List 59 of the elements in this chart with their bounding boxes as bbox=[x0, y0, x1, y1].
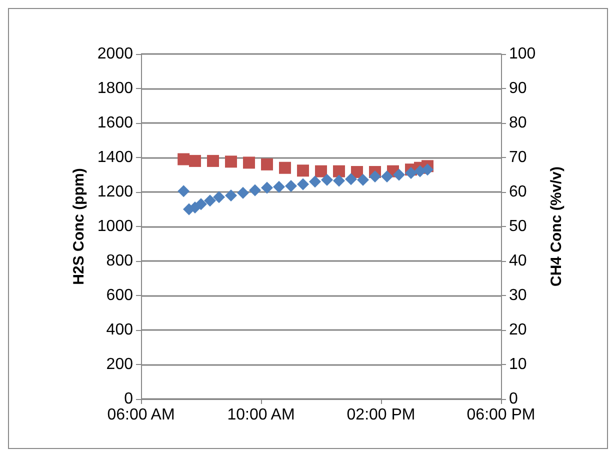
point bbox=[381, 170, 393, 182]
point bbox=[357, 174, 369, 186]
point bbox=[189, 154, 201, 167]
point bbox=[315, 165, 327, 178]
point bbox=[178, 153, 190, 166]
x-tick-label: 06:00 PM bbox=[466, 406, 536, 424]
point bbox=[204, 194, 216, 207]
y-tick-label: 0 bbox=[124, 390, 134, 408]
x-tick-label: 10:00 AM bbox=[227, 406, 295, 424]
point bbox=[249, 184, 261, 196]
y-tick-label: 1400 bbox=[97, 149, 134, 166]
point bbox=[279, 162, 291, 174]
point bbox=[178, 185, 190, 198]
y2-tick-label: 70 bbox=[509, 149, 527, 166]
y2-tick-label: 50 bbox=[509, 218, 527, 235]
point bbox=[345, 173, 357, 186]
point bbox=[261, 158, 273, 170]
point bbox=[225, 189, 237, 202]
y2-tick-label: 60 bbox=[509, 184, 527, 200]
point bbox=[333, 174, 345, 187]
point bbox=[309, 176, 321, 188]
y-tick-label: 400 bbox=[106, 322, 134, 338]
point bbox=[225, 156, 237, 168]
y-tick-label: 1000 bbox=[97, 218, 134, 235]
y2-tick-label: 100 bbox=[509, 46, 536, 62]
y-tick-label: 2000 bbox=[97, 46, 134, 62]
point bbox=[207, 154, 219, 167]
point bbox=[393, 168, 405, 181]
y2-tick-label: 30 bbox=[509, 287, 527, 304]
y-tick-label: 1200 bbox=[97, 184, 134, 200]
y-tick-label: 1800 bbox=[97, 80, 134, 97]
y2-tick-label: 10 bbox=[509, 356, 527, 373]
point bbox=[213, 191, 225, 204]
y2-tick-label: 0 bbox=[509, 390, 518, 408]
y-tick-label: 800 bbox=[106, 252, 134, 270]
point bbox=[297, 164, 309, 177]
point bbox=[321, 174, 333, 186]
y2-tick-label: 80 bbox=[509, 114, 527, 132]
y-tick-label: 600 bbox=[106, 287, 134, 304]
y-tick-label: 1600 bbox=[97, 114, 134, 132]
point bbox=[243, 156, 255, 169]
y2-tick-label: 90 bbox=[509, 80, 527, 97]
point bbox=[261, 182, 273, 194]
y2-tick-label: 40 bbox=[509, 252, 527, 270]
x-tick-label: 02:00 PM bbox=[346, 406, 416, 424]
y2-axis-title: CH4 Conc (%v/v) bbox=[548, 166, 565, 287]
point bbox=[285, 180, 297, 192]
point bbox=[237, 186, 249, 199]
point bbox=[422, 164, 434, 176]
point bbox=[273, 180, 285, 193]
x-tick-label: 06:00 AM bbox=[107, 406, 175, 424]
point bbox=[195, 198, 207, 210]
point bbox=[369, 170, 381, 182]
point bbox=[405, 167, 417, 180]
point bbox=[333, 165, 345, 178]
y2-tick-label: 20 bbox=[509, 322, 527, 338]
y-tick-label: 200 bbox=[106, 356, 134, 373]
y-axis-title: H2S Conc (ppm) bbox=[70, 168, 88, 285]
point bbox=[297, 178, 309, 190]
